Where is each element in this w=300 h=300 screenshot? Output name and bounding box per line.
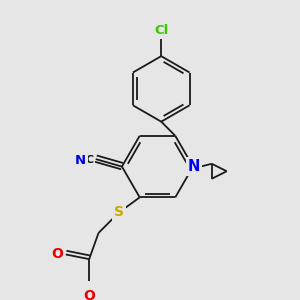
Text: S: S (114, 205, 124, 219)
Text: N: N (75, 154, 86, 166)
Text: O: O (51, 248, 63, 262)
Text: O: O (83, 289, 95, 300)
Text: N: N (188, 159, 200, 174)
Text: C: C (85, 155, 93, 165)
Text: Cl: Cl (154, 24, 168, 38)
